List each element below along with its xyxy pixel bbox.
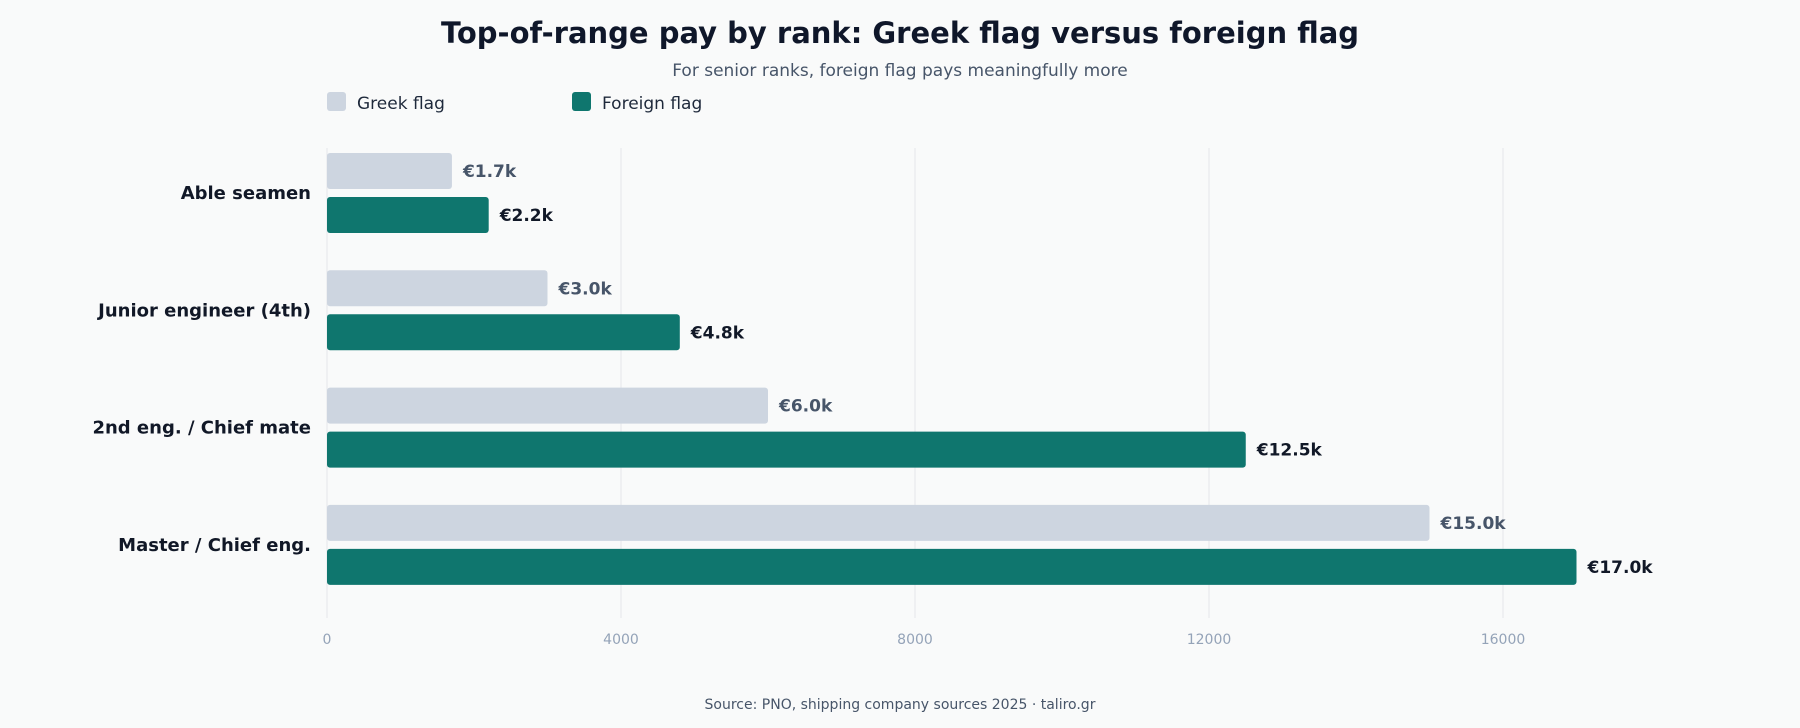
bar-greek-flag-2nd-eng-chief-mate <box>327 387 768 424</box>
legend: Greek flag Foreign flag <box>327 92 702 114</box>
category-label-junior-engineer-4th: Junior engineer (4th) <box>96 300 311 321</box>
value-label-foreign-flag-master-chief-eng: €17.0k <box>1587 558 1654 578</box>
bar-greek-flag-able-seamen <box>327 153 452 189</box>
value-label-greek-flag-junior-engineer-4th: €3.0k <box>558 279 613 299</box>
bar-foreign-flag-able-seamen <box>327 197 489 233</box>
value-label-foreign-flag-2nd-eng-chief-mate: €12.5k <box>1256 441 1323 461</box>
bar-foreign-flag-junior-engineer-4th <box>327 314 680 351</box>
x-tick-label: 0 <box>323 632 332 648</box>
category-label-able-seamen: Able seamen <box>181 183 311 204</box>
value-label-greek-flag-2nd-eng-chief-mate: €6.0k <box>778 397 833 417</box>
value-label-greek-flag-able-seamen: €1.7k <box>462 162 517 182</box>
value-label-foreign-flag-able-seamen: €2.2k <box>499 206 554 226</box>
bar-greek-flag-junior-engineer-4th <box>327 270 548 307</box>
x-tick-label: 16000 <box>1481 632 1526 648</box>
category-label-2nd-eng-chief-mate: 2nd eng. / Chief mate <box>92 418 311 439</box>
bars <box>327 153 1577 585</box>
category-labels: Able seamen Junior engineer (4th) 2nd eng.… <box>92 183 311 556</box>
legend-swatch-greek-flag <box>327 92 346 111</box>
value-labels: €1.7k €2.2k €3.0k €4.8k €6.0k €12.5k €15.0k €17… <box>462 162 1653 578</box>
legend-label-foreign-flag: Foreign flag <box>602 94 702 114</box>
chart-title: Top-of-range pay by rank: Greek flag ver… <box>441 16 1359 50</box>
legend-swatch-foreign-flag <box>572 92 591 111</box>
category-label-master-chief-eng: Master / Chief eng. <box>118 535 311 556</box>
value-label-foreign-flag-junior-engineer-4th: €4.8k <box>690 323 745 343</box>
source-note: Source: PNO, shipping company sources 20… <box>705 697 1096 713</box>
x-tick-label: 4000 <box>603 632 639 648</box>
x-tick-label: 8000 <box>897 632 933 648</box>
bar-foreign-flag-master-chief-eng <box>327 548 1577 585</box>
bar-foreign-flag-2nd-eng-chief-mate <box>327 431 1246 468</box>
x-tick-label: 12000 <box>1187 632 1232 648</box>
chart-subtitle: For senior ranks, foreign flag pays mean… <box>672 61 1127 81</box>
bar-greek-flag-master-chief-eng <box>327 504 1430 541</box>
value-label-greek-flag-master-chief-eng: €15.0k <box>1440 514 1507 534</box>
x-axis-ticks: 0 4000 8000 12000 16000 <box>323 632 1526 648</box>
legend-label-greek-flag: Greek flag <box>357 94 445 114</box>
